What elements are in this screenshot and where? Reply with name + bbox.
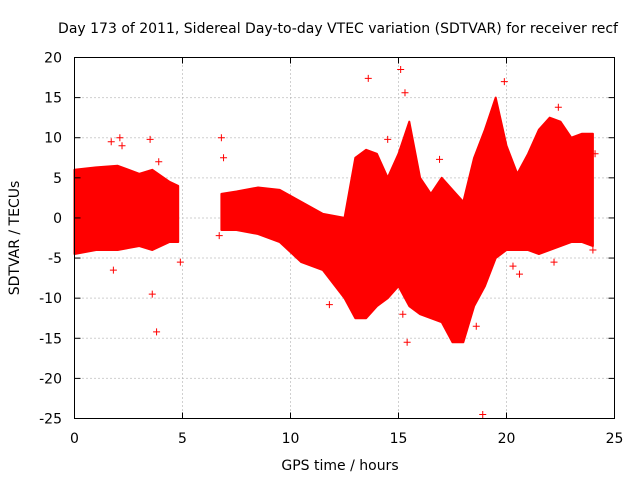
y-tick-label: -10 xyxy=(39,291,62,307)
outlier-point xyxy=(479,410,487,418)
x-tick-label: 20 xyxy=(498,431,516,447)
y-tick-label: 5 xyxy=(53,171,62,187)
x-axis-label: GPS time / hours xyxy=(281,458,398,474)
y-tick-label: -15 xyxy=(39,331,62,347)
y-axis-label: SDTVAR / TECUs xyxy=(7,181,23,296)
data-series xyxy=(73,96,594,344)
outlier-point xyxy=(148,290,156,298)
outlier-point xyxy=(116,134,124,142)
outlier-point xyxy=(146,135,154,143)
data-band-segment-1 xyxy=(73,164,180,255)
outlier-point xyxy=(399,310,407,318)
outlier-point xyxy=(509,262,517,270)
y-tick-label: -5 xyxy=(48,251,62,267)
outlier-point xyxy=(397,66,405,74)
x-tick-labels: 0 5 10 15 20 25 xyxy=(70,431,623,447)
y-tick-labels: -25 -20 -15 -10 -5 0 5 10 15 20 xyxy=(39,51,62,428)
outlier-point xyxy=(554,103,562,111)
x-tick-label: 25 xyxy=(606,431,624,447)
y-tick-label: 0 xyxy=(53,211,62,227)
y-tick-label: -25 xyxy=(39,412,62,428)
outlier-point xyxy=(220,154,228,162)
outlier-point xyxy=(109,266,117,274)
outlier-point xyxy=(591,150,599,158)
y-tick-label: 10 xyxy=(44,131,62,147)
outlier-points xyxy=(107,66,599,418)
plot-frame xyxy=(74,57,615,419)
chart-title: Day 173 of 2011, Sidereal Day-to-day VTE… xyxy=(58,21,619,37)
outlier-point xyxy=(155,158,163,166)
x-tick-label: 15 xyxy=(390,431,408,447)
outlier-point xyxy=(118,142,126,150)
x-tick-label: 5 xyxy=(178,431,187,447)
y-tick-label: 15 xyxy=(44,91,62,107)
outlier-point xyxy=(550,258,558,266)
outlier-point xyxy=(384,135,392,143)
x-tick-label: 0 xyxy=(70,431,79,447)
outlier-point xyxy=(401,89,409,97)
outlier-point xyxy=(589,246,597,254)
y-tick-label: -20 xyxy=(39,371,62,387)
outlier-point xyxy=(515,270,523,278)
x-tick-label: 10 xyxy=(282,431,300,447)
outlier-point xyxy=(472,322,480,330)
outlier-point xyxy=(217,134,225,142)
outlier-point xyxy=(436,155,444,163)
outlier-point xyxy=(325,301,333,309)
outlier-point xyxy=(107,138,115,146)
outlier-point xyxy=(215,232,223,240)
outlier-point xyxy=(153,328,161,336)
y-tick-label: 20 xyxy=(44,51,62,67)
outlier-point xyxy=(403,338,411,346)
outlier-point xyxy=(500,78,508,86)
outlier-point xyxy=(176,258,184,266)
data-band-segment-2 xyxy=(220,96,594,344)
outlier-point xyxy=(364,74,372,82)
